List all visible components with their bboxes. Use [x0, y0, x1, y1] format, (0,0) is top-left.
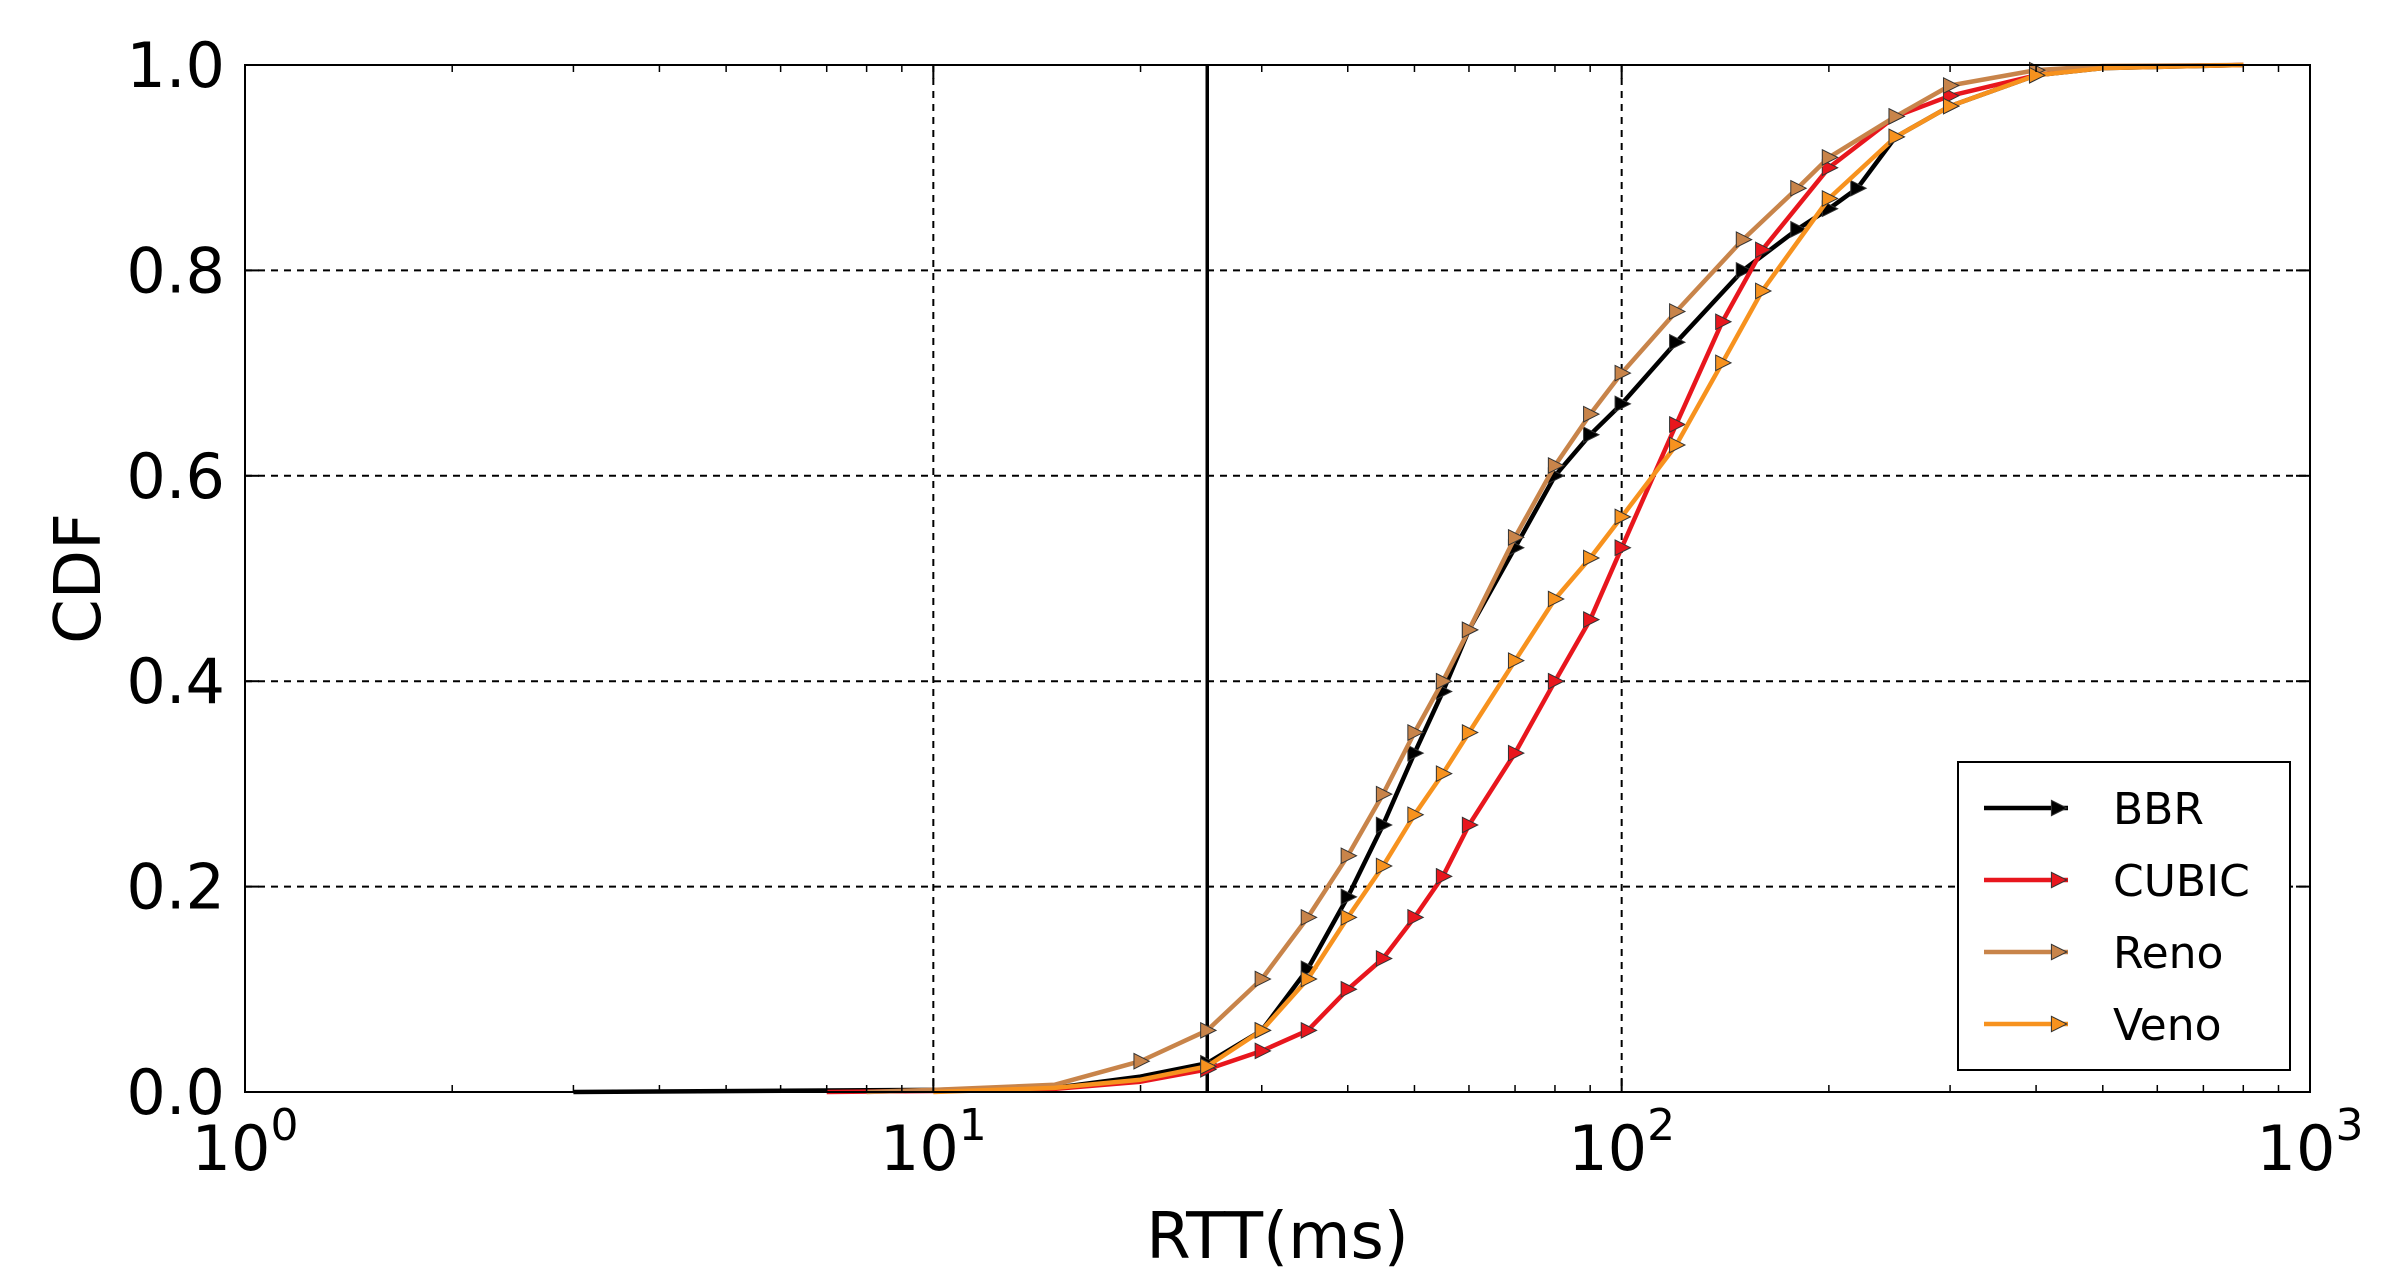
data-point	[1435, 867, 1453, 885]
data-point	[1254, 970, 1272, 988]
data-point	[2028, 66, 2047, 84]
data-point	[1461, 621, 1479, 639]
y-tick-label: 0.8	[126, 234, 225, 307]
data-point	[1821, 148, 1839, 166]
legend: BBR CUBIC Reno Veno	[1957, 761, 2291, 1071]
y-tick-label: 1.0	[126, 29, 225, 102]
x-axis-ticks: 100 101 102 103	[192, 65, 2364, 1185]
data-point	[1133, 1052, 1151, 1070]
data-point	[1300, 960, 1318, 978]
x-tick-label: 100	[192, 1100, 299, 1185]
data-point	[1300, 908, 1318, 926]
data-point	[1407, 806, 1425, 824]
data-point	[1821, 159, 1839, 177]
data-point	[1200, 1021, 1218, 1039]
data-point	[1375, 949, 1393, 967]
y-tick-label: 0.6	[126, 440, 225, 513]
data-point	[1435, 672, 1453, 690]
legend-item-bbr: BBR	[1984, 784, 2204, 835]
legend-box	[1957, 761, 2291, 1071]
data-point	[1375, 857, 1393, 875]
legend-marker	[2050, 871, 2068, 889]
data-point	[1547, 672, 1565, 690]
data-point	[1435, 765, 1453, 783]
data-point	[1888, 128, 1906, 146]
data-point	[1407, 908, 1425, 926]
data-point	[1942, 97, 1961, 115]
legend-marker	[2050, 943, 2068, 961]
y-tick-label: 0.2	[126, 851, 225, 924]
data-point	[1340, 888, 1358, 906]
data-point	[1735, 261, 1753, 279]
data-point	[1735, 231, 1753, 249]
data-point	[1461, 724, 1479, 742]
data-point	[1755, 241, 1773, 259]
data-point	[1200, 1057, 1218, 1075]
data-point	[1669, 333, 1687, 351]
data-point	[1850, 179, 1868, 197]
data-point	[1715, 313, 1733, 331]
data-point	[1583, 611, 1601, 629]
data-point	[1790, 179, 1808, 197]
data-point	[1547, 457, 1565, 475]
data-point	[1407, 724, 1425, 742]
data-point	[1300, 970, 1318, 988]
data-point	[1583, 549, 1601, 567]
data-point	[1669, 302, 1687, 320]
series-veno	[933, 62, 2244, 1095]
data-point	[1375, 816, 1393, 834]
data-point	[1583, 426, 1601, 444]
data-point	[1790, 220, 1808, 238]
y-axis-title: CDF	[42, 513, 116, 644]
x-axis-title: RTT(ms)	[1146, 1200, 1409, 1270]
data-point	[1669, 436, 1687, 454]
data-point	[1888, 107, 1906, 125]
data-point	[1583, 405, 1601, 423]
legend-label: CUBIC	[2113, 856, 2250, 907]
legend-label: Reno	[2113, 928, 2223, 979]
series-lines	[573, 61, 2244, 1095]
y-tick-label: 0.0	[126, 1056, 225, 1129]
data-point	[1507, 528, 1525, 546]
legend-marker	[2050, 799, 2068, 817]
legend-marker	[2050, 1015, 2068, 1033]
data-point	[1614, 539, 1632, 557]
data-point	[1507, 652, 1525, 670]
data-point	[1300, 1021, 1318, 1039]
data-point	[1614, 395, 1632, 413]
data-point	[1461, 816, 1479, 834]
data-point	[1614, 364, 1632, 382]
legend-label: Veno	[2113, 1000, 2222, 1051]
data-point	[1254, 1042, 1272, 1060]
data-point	[1254, 1021, 1272, 1039]
series-reno	[866, 61, 2244, 1095]
y-tick-label: 0.4	[126, 645, 225, 718]
legend-item-cubic: CUBIC	[1984, 856, 2250, 907]
data-point	[1755, 282, 1773, 300]
y-axis-ticks: 0.0 0.2 0.4 0.6 0.8 1.0	[126, 29, 2310, 1129]
x-tick-label: 103	[2257, 1100, 2364, 1185]
legend-item-veno: Veno	[1984, 1000, 2222, 1051]
data-point	[1715, 354, 1733, 372]
plot-frame	[244, 64, 2311, 1093]
data-point	[1507, 744, 1525, 762]
data-point	[1547, 590, 1565, 608]
legend-label: BBR	[2113, 784, 2204, 835]
legend-item-reno: Reno	[1984, 928, 2223, 979]
data-point	[1821, 190, 1839, 208]
x-tick-label: 102	[1568, 1100, 1675, 1185]
data-point	[1340, 980, 1358, 998]
data-point	[1375, 785, 1393, 803]
data-point	[1340, 908, 1358, 926]
data-point	[1614, 508, 1632, 526]
data-point	[1942, 87, 1961, 105]
series-line-veno	[933, 62, 2244, 1095]
data-point	[1942, 77, 1961, 95]
data-point	[1340, 847, 1358, 865]
x-tick-label: 101	[880, 1100, 987, 1185]
data-point	[1407, 744, 1425, 762]
data-point	[1669, 415, 1687, 433]
